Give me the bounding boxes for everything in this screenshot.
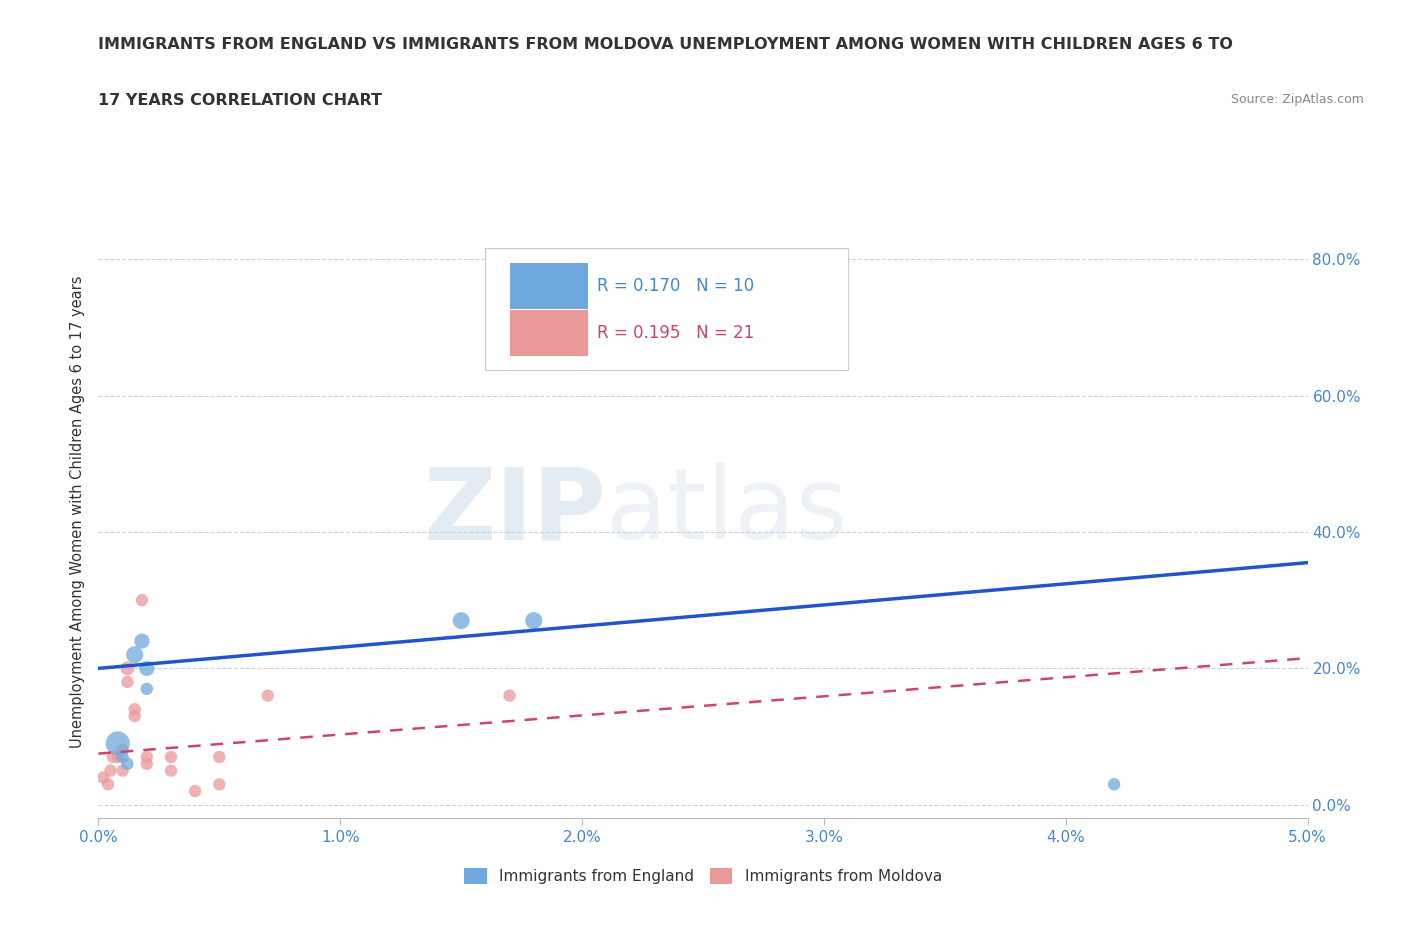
Legend: Immigrants from England, Immigrants from Moldova: Immigrants from England, Immigrants from… [458,862,948,891]
Text: R = 0.195   N = 21: R = 0.195 N = 21 [596,325,754,342]
Point [450,613,472,628]
Point [100,764,122,778]
Point [111,743,134,758]
Point [131,592,153,607]
Point [208,777,231,791]
Point [184,784,207,799]
Point [160,750,183,764]
Point [256,688,278,703]
Point [97,777,120,791]
Point [208,750,231,764]
Point [117,661,139,676]
Text: 17 YEARS CORRELATION CHART: 17 YEARS CORRELATION CHART [98,93,382,108]
Point [131,633,153,648]
FancyBboxPatch shape [485,247,848,370]
Point [111,764,134,778]
FancyBboxPatch shape [509,311,588,356]
Point [523,613,546,628]
Point [107,750,129,764]
Point [135,661,157,676]
Point [117,756,139,771]
Point [135,750,157,764]
Point [124,647,146,662]
Text: Source: ZipAtlas.com: Source: ZipAtlas.com [1230,93,1364,106]
Point [101,750,124,764]
Point [107,736,129,751]
Point [91,770,114,785]
Point [111,750,134,764]
Point [1102,777,1125,791]
Text: atlas: atlas [606,463,848,560]
Y-axis label: Unemployment Among Women with Children Ages 6 to 17 years: Unemployment Among Women with Children A… [70,275,86,748]
Text: IMMIGRANTS FROM ENGLAND VS IMMIGRANTS FROM MOLDOVA UNEMPLOYMENT AMONG WOMEN WITH: IMMIGRANTS FROM ENGLAND VS IMMIGRANTS FR… [98,37,1233,52]
Point [135,682,157,697]
Point [160,764,183,778]
Point [117,674,139,689]
Point [498,688,520,703]
Point [124,709,146,724]
FancyBboxPatch shape [509,263,588,309]
Text: ZIP: ZIP [423,463,606,560]
Point [124,702,146,717]
Point [135,756,157,771]
Text: R = 0.170   N = 10: R = 0.170 N = 10 [596,276,754,295]
